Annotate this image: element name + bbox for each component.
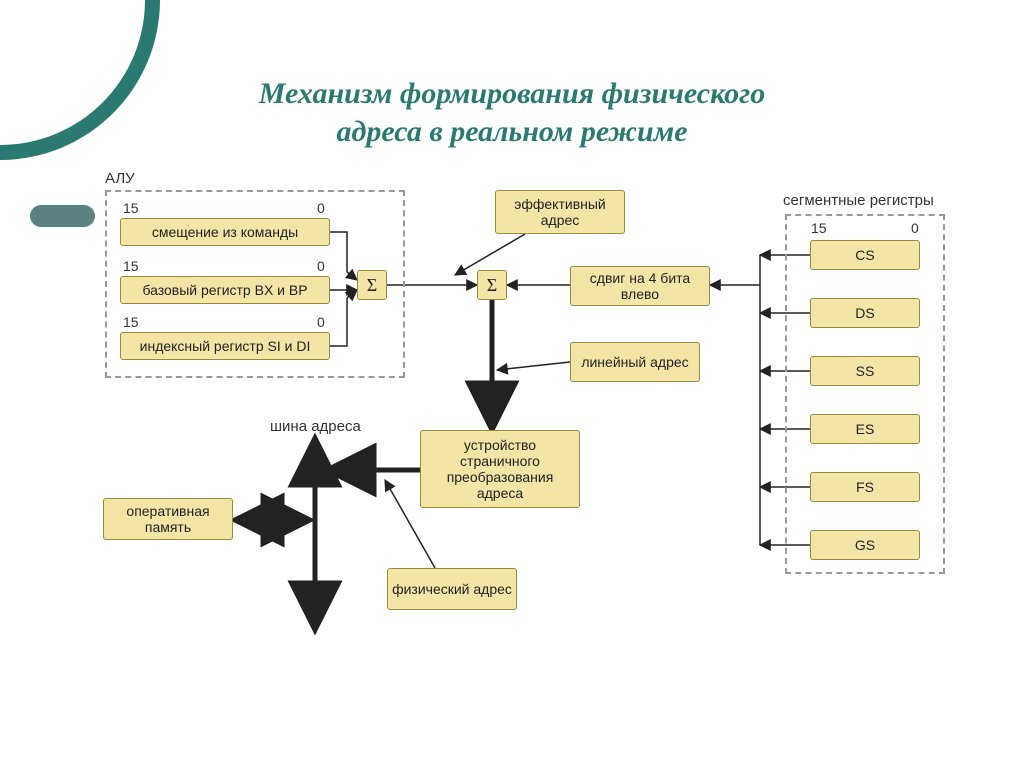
dashlabel-bus: шина адреса	[270, 418, 361, 435]
node-es: ES	[810, 414, 920, 444]
bitlabel-base_h: 15	[123, 258, 139, 274]
node-sigma2: Σ	[477, 270, 507, 300]
node-cs: CS	[810, 240, 920, 270]
bitlabel-offset_l: 0	[317, 200, 325, 216]
title-line-1: Механизм формирования физического	[259, 77, 766, 110]
node-ss: SS	[810, 356, 920, 386]
bitlabel-seg_l: 0	[911, 220, 919, 236]
bitlabel-seg_h: 15	[811, 220, 827, 236]
bitlabel-base_l: 0	[317, 258, 325, 274]
bitlabel-offset_h: 15	[123, 200, 139, 216]
node-offset: смещение из команды	[120, 218, 330, 246]
node-shift: сдвиг на 4 бита влево	[570, 266, 710, 306]
node-gs: GS	[810, 530, 920, 560]
bullet-decor	[30, 205, 95, 227]
diagram-canvas: АЛУ сегментные регистры шина адреса смещени…	[95, 170, 975, 690]
dashlabel-segregs: сегментные регистры	[783, 192, 934, 209]
dashlabel-alu: АЛУ	[105, 170, 135, 187]
node-phys: физический адрес	[387, 568, 517, 610]
node-ds: DS	[810, 298, 920, 328]
page-title: Механизм формирования физического адреса…	[0, 75, 1024, 150]
node-ram: оперативная память	[103, 498, 233, 540]
node-fs: FS	[810, 472, 920, 502]
node-linear: линейный адрес	[570, 342, 700, 382]
node-base: базовый регистр BX и BP	[120, 276, 330, 304]
title-line-2: адреса в реальном режиме	[336, 115, 687, 148]
node-eff: эффективный адрес	[495, 190, 625, 234]
bitlabel-index_h: 15	[123, 314, 139, 330]
node-sigma1: Σ	[357, 270, 387, 300]
node-paging: устройство страничного преобразования ад…	[420, 430, 580, 508]
node-index: индексный регистр SI и DI	[120, 332, 330, 360]
bitlabel-index_l: 0	[317, 314, 325, 330]
